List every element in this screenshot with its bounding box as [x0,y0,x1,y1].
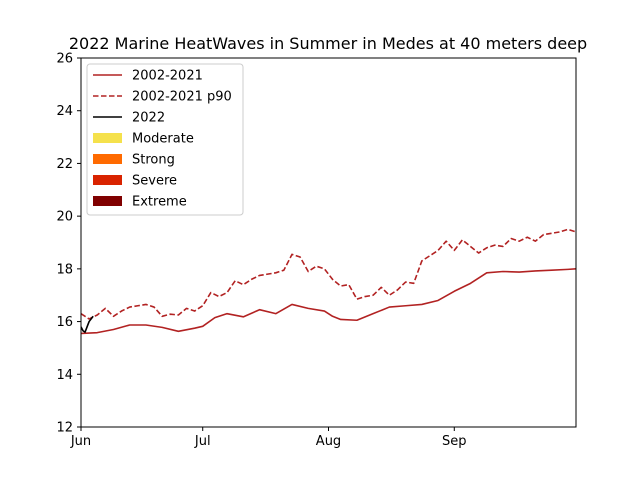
y-tick-label: 16 [56,315,73,330]
legend-label: 2022 [132,111,165,126]
plot-area [81,228,576,335]
legend-label: 2002-2021 [132,69,203,84]
legend-label: Strong [132,153,175,168]
legend-patch-swatch [93,154,122,164]
y-tick-label: 22 [56,157,73,172]
legend-patch-swatch [93,175,122,185]
y-tick-label: 12 [56,421,73,436]
y-tick-label: 14 [56,368,73,383]
y-tick-label: 18 [56,262,73,277]
x-tick-label: Aug [316,434,341,449]
y-tick-label: 26 [56,52,73,67]
legend-box [86,63,244,216]
legend-label: Severe [132,174,177,189]
chart-title: 2022 Marine HeatWaves in Summer in Medes… [69,34,587,53]
y-tick-label: 20 [56,210,73,225]
legend-label: Extreme [132,195,187,210]
series-line-1 [81,268,576,335]
legend: 2002-2021 2002-2021 p90 2022 Moderate Strong… [86,63,244,216]
x-tick-label: Jun [70,434,91,449]
x-tick-label: Jul [194,434,211,449]
series-line-2 [81,228,576,320]
series-line-3 [81,315,94,333]
legend-label: 2002-2021 p90 [132,90,232,105]
y-tick-label: 24 [56,104,73,119]
legend-label: Moderate [132,132,194,147]
legend-patch-swatch [93,133,122,143]
legend-patch-swatch [93,196,122,206]
x-tick-label: Sep [442,434,467,449]
